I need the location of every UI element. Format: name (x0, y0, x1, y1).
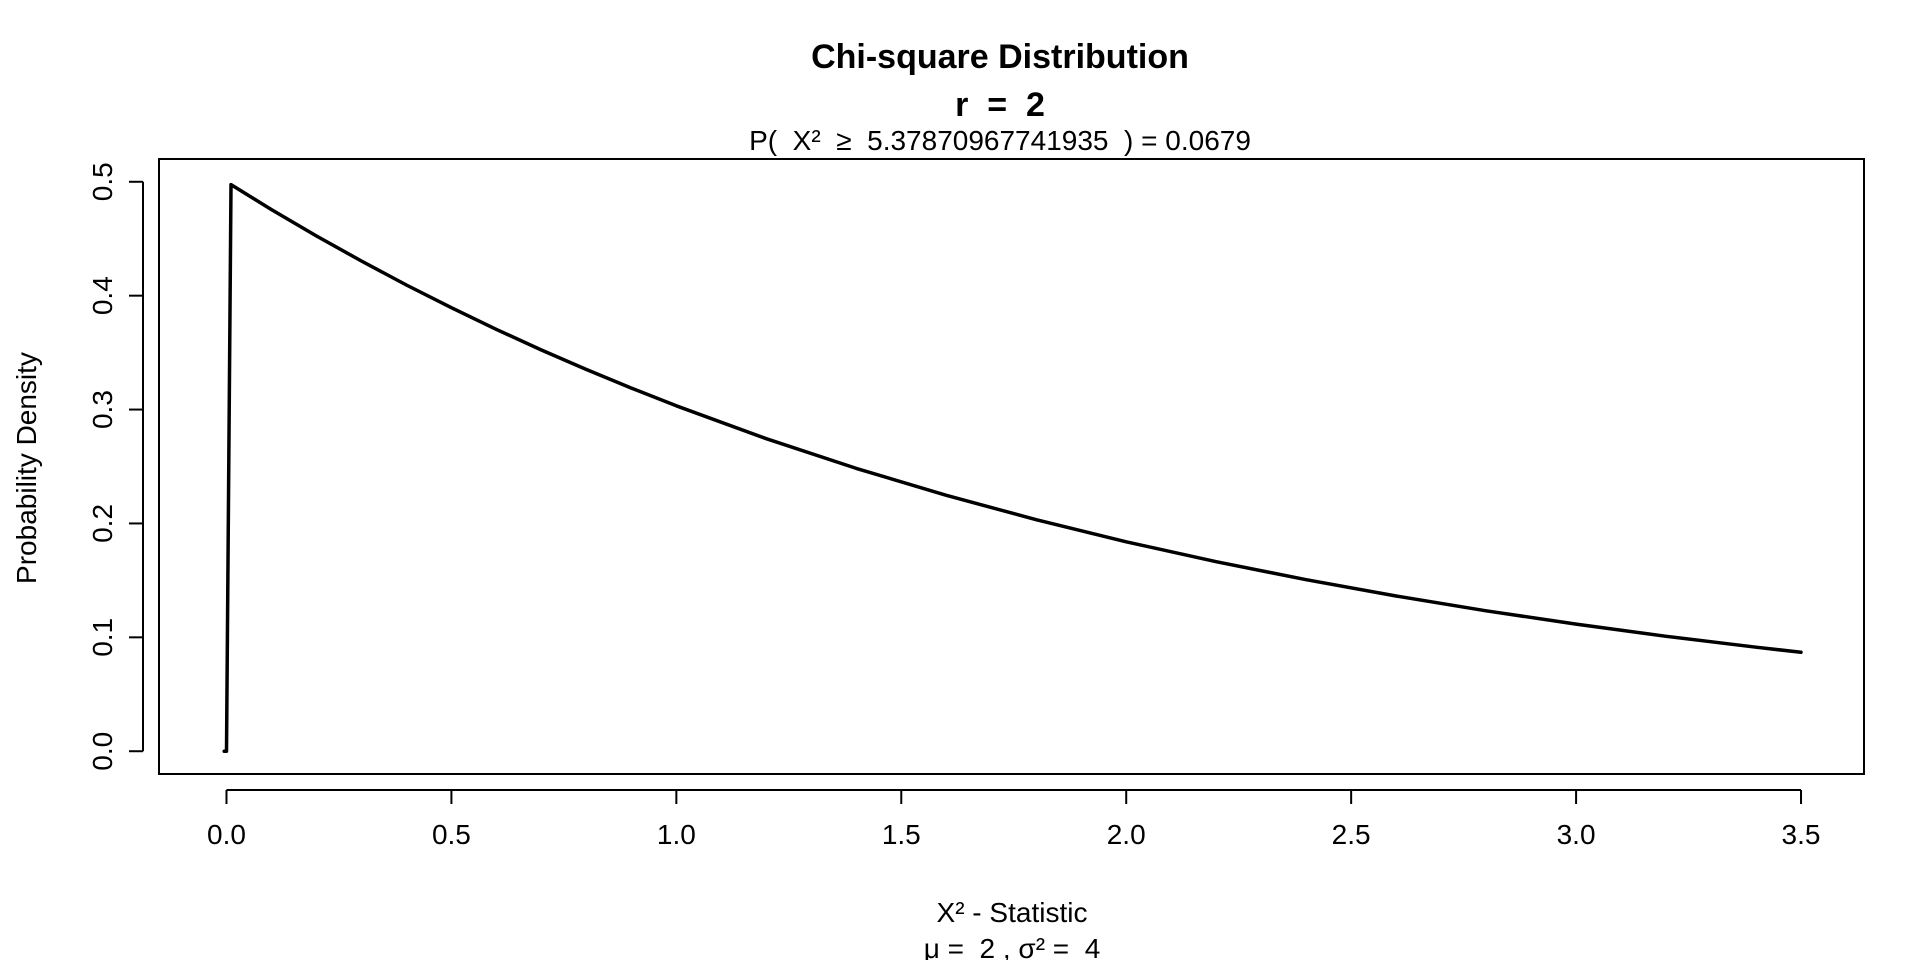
x-tick-label: 0.0 (207, 819, 246, 850)
y-axis-title: Probability Density (11, 352, 42, 584)
y-tick-label: 0.1 (87, 618, 118, 657)
y-tick-label: 0.2 (87, 504, 118, 543)
x-tick-label: 0.5 (432, 819, 471, 850)
y-tick-label: 0.4 (87, 276, 118, 315)
x-axis: 0.0 0.5 1.0 1.5 2.0 2.5 3.0 3.5 (207, 789, 1821, 850)
x-tick-label: 3.0 (1557, 819, 1596, 850)
x-tick-label: 1.5 (882, 819, 921, 850)
x-axis-title: X² - Statistic (937, 897, 1088, 928)
chart-title-r: r = 2 (955, 86, 1045, 124)
y-tick-label: 0.0 (87, 732, 118, 771)
y-axis: 0.0 0.1 0.2 0.3 0.4 0.5 (87, 162, 144, 771)
y-tick-label: 0.5 (87, 162, 118, 201)
x-tick-label: 1.0 (657, 819, 696, 850)
x-tick-label: 3.5 (1782, 819, 1821, 850)
y-tick-label: 0.3 (87, 390, 118, 429)
density-curve (222, 182, 1803, 753)
x-axis-subtitle: μ = 2 , σ² = 4 (924, 933, 1101, 960)
plot-frame (158, 158, 1865, 775)
series-group (222, 182, 1803, 753)
chart-subtitle: P( X² ≥ 5.37870967741935 ) = 0.0679 (749, 125, 1251, 156)
x-tick-label: 2.5 (1332, 819, 1371, 850)
x-tick-label: 2.0 (1107, 819, 1146, 850)
chart-title: Chi-square Distribution (811, 38, 1189, 76)
